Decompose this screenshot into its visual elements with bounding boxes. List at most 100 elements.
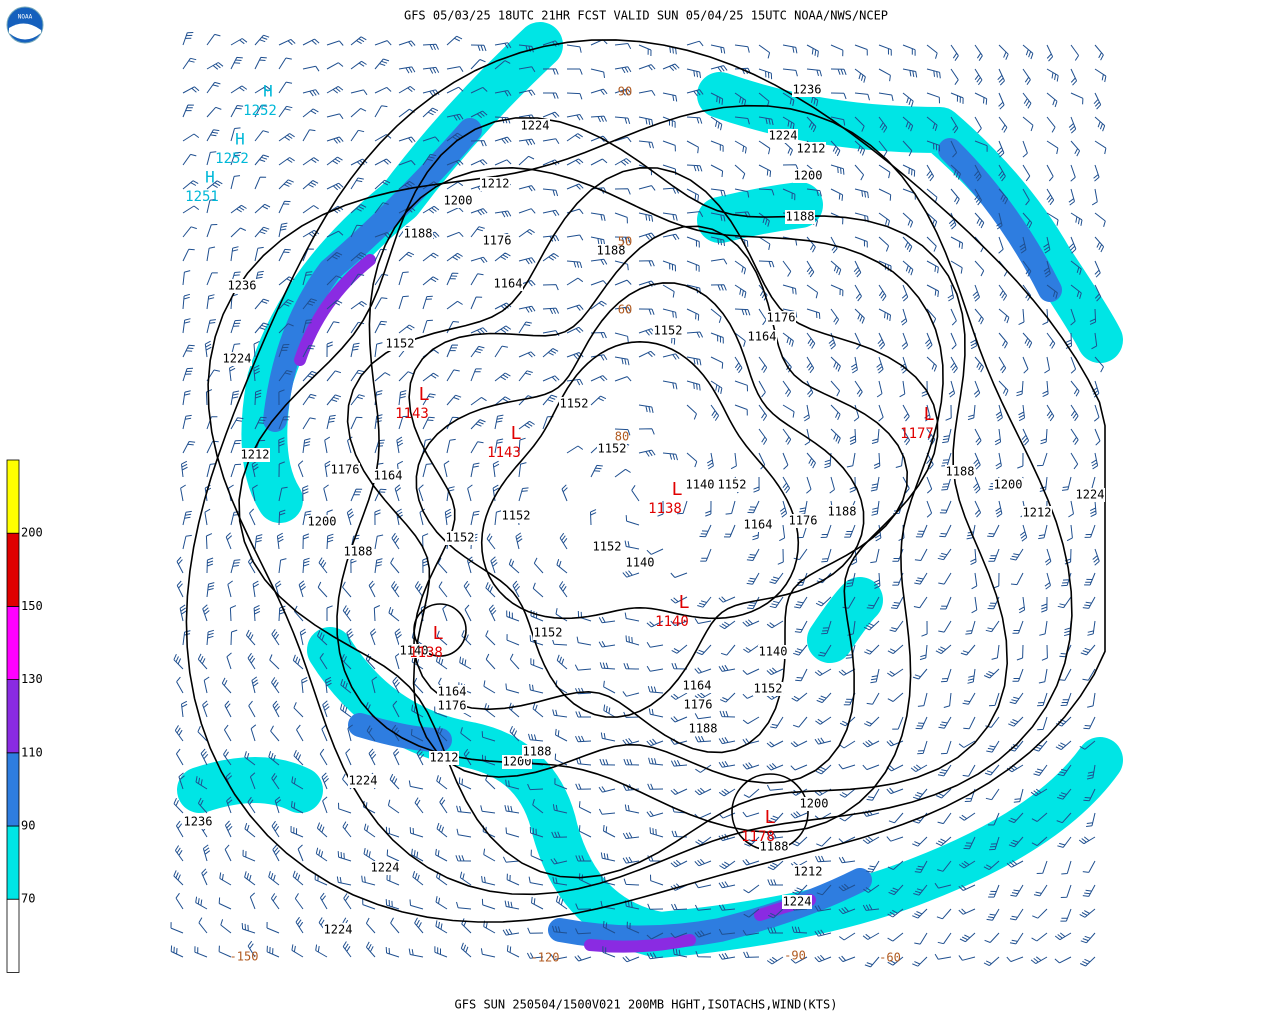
wind-barb <box>647 685 664 694</box>
wind-barb <box>791 836 808 847</box>
wind-barb <box>254 416 267 430</box>
wind-barb <box>942 428 952 444</box>
wind-barb <box>230 319 242 334</box>
wind-barb <box>494 42 512 49</box>
wind-barb <box>1008 740 1024 752</box>
wind-barb <box>758 188 775 196</box>
high-symbol: H <box>263 82 273 101</box>
wind-barb <box>1009 692 1024 705</box>
wind-barb <box>1060 884 1072 898</box>
wind-barb <box>1037 692 1048 707</box>
wind-barb <box>502 856 520 863</box>
wind-barb <box>806 452 816 469</box>
wind-barb <box>408 948 424 958</box>
wind-barb <box>1043 260 1051 278</box>
wind-barb <box>470 226 485 238</box>
wind-barb <box>695 951 712 958</box>
wind-barb <box>902 236 913 253</box>
wind-barb <box>552 709 568 718</box>
wind-barb <box>670 596 688 604</box>
wind-barb <box>734 284 747 299</box>
wind-barb <box>422 295 433 310</box>
wind-barb <box>494 345 508 358</box>
wind-barb <box>766 620 784 629</box>
wind-barb <box>671 644 688 654</box>
wind-barb <box>1094 428 1101 446</box>
wind-barb <box>435 655 448 670</box>
wind-barb <box>935 836 952 847</box>
wind-barb <box>790 764 808 771</box>
wind-barb <box>843 692 856 706</box>
wind-barb <box>182 270 191 286</box>
low-symbol: L <box>433 623 444 644</box>
wind-barb <box>244 822 256 838</box>
wind-barb <box>718 952 736 960</box>
wind-barb <box>323 484 329 502</box>
wind-barb <box>269 654 280 670</box>
wind-barb <box>590 375 608 382</box>
logo-wave <box>9 23 41 40</box>
wind-barb <box>670 572 688 578</box>
label-background <box>743 518 773 532</box>
wind-barb <box>710 116 723 131</box>
high-symbol: H <box>205 168 215 187</box>
wind-barb <box>991 644 1000 660</box>
wind-barb <box>205 533 213 550</box>
height-label: 1140 <box>686 478 715 492</box>
wind-barb <box>839 932 856 941</box>
wind-barb <box>350 369 365 382</box>
wind-barb <box>559 532 568 550</box>
wind-barb <box>838 763 856 770</box>
wind-barb <box>1068 188 1075 206</box>
wind-barb <box>250 724 257 742</box>
wind-barb <box>542 209 560 217</box>
wind-barb <box>686 452 698 468</box>
wind-barb <box>902 428 911 446</box>
wind-barb <box>182 104 194 118</box>
wind-barb <box>638 449 656 457</box>
wind-barb <box>725 500 736 515</box>
wind-barb <box>730 452 737 470</box>
wind-barb <box>278 323 294 334</box>
footer: GFS SUN 250504/1500V021 200MB HGHT,ISOTA… <box>455 998 838 1012</box>
wind-barb <box>878 212 890 227</box>
wind-barb <box>446 231 464 238</box>
wind-barb <box>1022 260 1032 277</box>
wind-barb <box>446 132 463 142</box>
wind-barb <box>363 823 376 838</box>
wind-barb <box>972 284 980 302</box>
wind-barb <box>394 628 402 646</box>
wind-barb <box>815 855 832 863</box>
wind-barb <box>1084 572 1096 586</box>
wind-barb <box>758 404 768 421</box>
label-background <box>682 679 712 693</box>
wind-barb <box>385 826 400 838</box>
wind-barb <box>271 629 280 646</box>
wind-barb <box>494 90 512 97</box>
wind-barb <box>253 340 260 358</box>
wind-barb <box>278 157 295 166</box>
wind-barb <box>710 308 722 323</box>
wind-barb <box>719 620 736 630</box>
wind-barb <box>624 612 640 622</box>
wind-barb <box>694 930 712 938</box>
wind-barb <box>270 725 280 742</box>
wind-barb <box>963 836 976 850</box>
wind-barb <box>326 275 342 286</box>
wind-barb <box>1070 164 1076 182</box>
wind-barb <box>926 428 936 445</box>
wind-barb <box>218 897 232 910</box>
wind-barb <box>486 533 496 550</box>
wind-barb <box>806 68 822 77</box>
wind-barb <box>459 656 472 670</box>
wind-barb <box>173 653 184 670</box>
wind-barb <box>518 208 536 214</box>
wind-barb <box>220 919 232 934</box>
wind-barb <box>374 158 392 166</box>
wind-barb <box>1061 860 1072 875</box>
wind-barb <box>245 629 256 646</box>
wind-barb <box>873 452 881 469</box>
wind-barb <box>614 188 631 195</box>
wind-barb <box>437 726 448 742</box>
wind-barb <box>846 572 856 588</box>
